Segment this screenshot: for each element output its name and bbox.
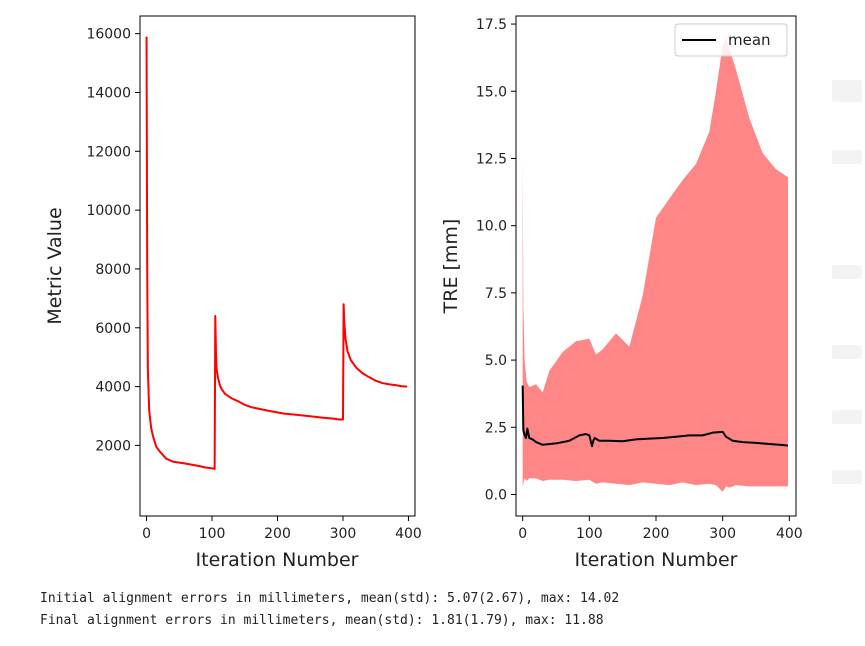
tre-y-tick-label: 7.5 xyxy=(485,286,507,302)
metric-y-tick-label: 16000 xyxy=(86,27,131,43)
metric-x-tick-label: 400 xyxy=(395,526,422,542)
metric-chart-frame xyxy=(139,15,416,517)
output-initial-errors: Initial alignment errors in millimeters,… xyxy=(40,591,620,606)
metric-y-tick-label: 14000 xyxy=(86,85,131,101)
background-blur-strip xyxy=(832,410,862,424)
tre-y-tick-label: 10.0 xyxy=(476,219,507,235)
tre-x-axis-label: Iteration Number xyxy=(575,549,738,571)
metric-y-tick-label: 6000 xyxy=(95,321,131,337)
legend-box xyxy=(674,23,788,57)
metric-x-tick-label: 300 xyxy=(330,526,357,542)
background-blur-strip xyxy=(832,265,862,279)
tre-chart-frame xyxy=(515,15,797,517)
tre-y-tick-label: 2.5 xyxy=(485,420,507,436)
metric-chart: 0 100 200 300 400 2000 4000 6000 8000 10000 12000 1… xyxy=(44,15,422,571)
output-final-errors: Final alignment errors in millimeters, m… xyxy=(40,613,604,628)
tre-x-tick-label: 400 xyxy=(776,526,803,542)
tre-y-tick-label: 0.0 xyxy=(485,487,507,503)
metric-x-tick-label: 100 xyxy=(199,526,226,542)
metric-y-tick-label: 10000 xyxy=(86,203,131,219)
metric-x-axis-label: Iteration Number xyxy=(196,549,359,571)
metric-x-tick-label: 0 xyxy=(142,526,151,542)
background-blur-strip xyxy=(832,150,862,164)
metric-y-tick-label: 12000 xyxy=(86,144,131,160)
background-blur-strip xyxy=(832,345,862,359)
legend: mean xyxy=(674,23,788,57)
tre-y-tick-label: 15.0 xyxy=(476,84,507,100)
tre-mean-line xyxy=(521,385,789,448)
tre-y-tick-label: 5.0 xyxy=(485,353,507,369)
metric-y-tick-label: 2000 xyxy=(95,438,131,454)
tre-y-tick-label: 12.5 xyxy=(476,151,507,167)
tre-chart: 0 100 200 300 400 0.0 2.5 5.0 7.5 10.0 12.5 15.0 17.… xyxy=(440,15,803,571)
tre-x-tick-label: 0 xyxy=(518,526,527,542)
metric-y-axis-label: Metric Value xyxy=(44,207,66,324)
metric-x-tick-label: 200 xyxy=(264,526,291,542)
tre-x-tick-label: 100 xyxy=(576,526,603,542)
background-blur-strip xyxy=(832,80,862,102)
tre-y-tick-label: 17.5 xyxy=(476,17,507,33)
tre-x-tick-label: 300 xyxy=(709,526,736,542)
tre-y-axis-label: TRE [mm] xyxy=(440,219,462,315)
metric-y-tick-label: 4000 xyxy=(95,380,131,396)
legend-mean-label: mean xyxy=(728,31,771,49)
metric-series-line xyxy=(145,36,408,470)
tre-spread-band xyxy=(522,37,788,492)
background-blur-strip xyxy=(832,470,862,484)
tre-x-tick-label: 200 xyxy=(643,526,670,542)
metric-y-tick-label: 8000 xyxy=(95,262,131,278)
